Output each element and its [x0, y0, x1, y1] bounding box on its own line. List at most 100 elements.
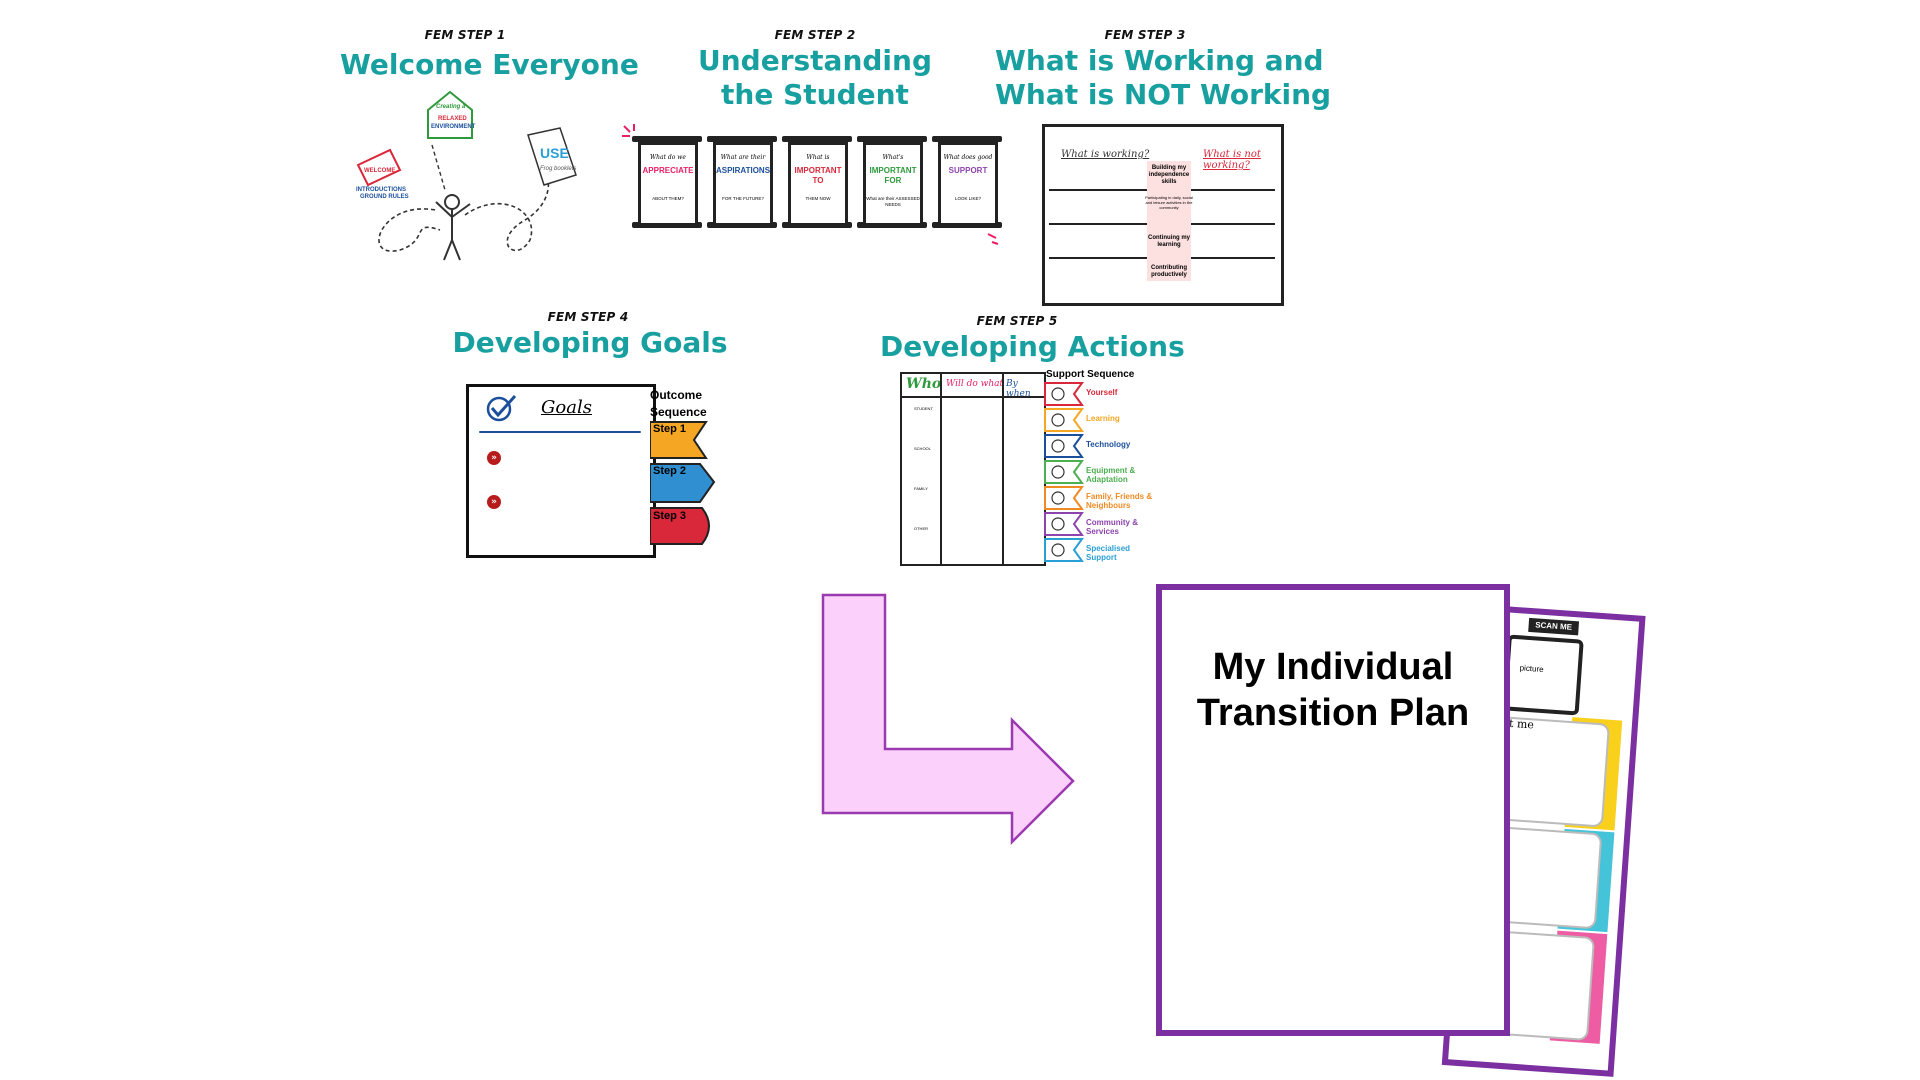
question-board: What do we APPRECIATE ABOUT THEM? — [632, 130, 702, 236]
goals-title: Goals — [541, 397, 592, 418]
board-bottom-text: THEM NOW — [805, 196, 831, 201]
sign-text-3: GROUND RULES — [360, 194, 409, 200]
step3-flag-label: Step 3 — [653, 510, 687, 522]
support-flag-icon — [1044, 460, 1084, 484]
l-arrow — [821, 593, 1075, 846]
booklet-text-2: Frog booklets — [540, 166, 576, 172]
support-flag-icon — [1044, 512, 1084, 536]
board-top-bar — [857, 136, 927, 142]
support-item: Family, Friends & Neighbours — [1044, 486, 1154, 510]
board-panel — [638, 142, 698, 226]
step5-title: Developing Actions — [880, 330, 1185, 363]
support-item: Technology — [1044, 434, 1154, 458]
support-flag-icon — [1044, 434, 1084, 458]
board-bottom-text: What are their ASSESSED NEEDS — [866, 196, 920, 207]
booklet-icon — [527, 127, 577, 186]
board-top-text: What is — [806, 154, 830, 161]
step1-title: Welcome Everyone — [340, 48, 639, 81]
plan-front-page: My Individual Transition Plan — [1156, 584, 1510, 1036]
support-item: Community & Services — [1044, 512, 1154, 536]
welcome-sign-icon — [356, 148, 402, 187]
sign-text-2: INTRODUCTIONS — [356, 187, 406, 193]
outcome-sequence-label: Outcome Sequence — [650, 388, 707, 419]
question-board: What does good SUPPORT LOOK LIKE? — [932, 130, 1002, 236]
board-panel — [938, 142, 998, 226]
support-label: Family, Friends & Neighbours — [1086, 492, 1153, 510]
step2-boards: What do we APPRECIATE ABOUT THEM? What are … — [622, 124, 1002, 245]
board-top-text: What are their — [720, 154, 766, 161]
support-label: Equipment & Adaptation — [1086, 466, 1136, 484]
board-top-bar — [782, 136, 852, 142]
support-item: Specialised Support — [1044, 538, 1154, 562]
support-list: Yourself Learning Technology Equipment & Ad… — [1044, 382, 1154, 562]
working-header: What is working? — [1061, 149, 1150, 160]
board-top-bar — [707, 136, 777, 142]
support-flag-icon — [1044, 486, 1084, 510]
step3-board: What is working? What is not working? Bu… — [1042, 124, 1284, 306]
board-panel — [863, 142, 923, 226]
support-flag-icon — [1044, 538, 1084, 562]
plan-title-line1: My Individual — [1212, 646, 1454, 688]
qr-frame — [1502, 634, 1584, 716]
scan-me-badge: SCAN ME — [1528, 617, 1580, 636]
by-when-header: By when — [1006, 379, 1031, 399]
board-main-text: IMPORTANT FOR — [869, 166, 917, 185]
row-student: STUDENT — [914, 406, 933, 411]
support-item: Yourself — [1044, 382, 1154, 406]
step4-title: Developing Goals — [452, 326, 728, 359]
outcome-2: Participating in daily, social and leisu… — [1145, 195, 1193, 210]
step3-label: FEM STEP 3 — [1104, 28, 1186, 42]
board-top-bar — [632, 136, 702, 142]
step3-title-line1: What is Working and — [995, 44, 1324, 77]
sign-text-1: WELCOME — [364, 168, 395, 174]
board-bottom-text: FOR THE FUTURE? — [722, 196, 764, 201]
person-icon — [435, 194, 471, 261]
board-panel — [713, 142, 773, 226]
outcome-4: Contributing productively — [1151, 265, 1187, 278]
sparkle-left-icon — [622, 124, 635, 137]
row-family: FAMILY — [914, 486, 928, 491]
col-rule-1 — [940, 374, 942, 564]
house-text-2: RELAXED — [438, 116, 467, 122]
question-board: What's IMPORTANT FOR What are their ASSESS… — [857, 130, 927, 236]
bullet-1-icon: » — [487, 451, 501, 465]
outcome-1: Building my independence skills — [1148, 165, 1190, 185]
support-flag-icon — [1044, 382, 1084, 406]
support-sequence-title: Support Sequence — [1046, 369, 1135, 380]
booklet-text-1: USE — [540, 145, 569, 161]
support-label: Learning — [1086, 414, 1120, 423]
actions-table: Who Will do what By when STUDENT SCHOOL … — [900, 372, 1046, 566]
house-text-3: ENVIRONMENT — [431, 124, 476, 130]
plan-title-line2: Transition Plan — [1196, 692, 1470, 734]
not-working-header: What is not working? — [1203, 149, 1261, 171]
step2-flag-label: Step 2 — [653, 465, 687, 477]
header-rule — [902, 396, 1044, 398]
board-bottom-text: ABOUT THEM? — [652, 196, 684, 201]
support-item: Learning — [1044, 408, 1154, 432]
board-top-bar — [932, 136, 1002, 142]
board-panel — [788, 142, 848, 226]
board-top-text: What do we — [650, 154, 686, 161]
support-label: Technology — [1086, 440, 1131, 449]
bullet-2-icon: » — [487, 495, 501, 509]
step1-flag-label: Step 1 — [653, 423, 687, 435]
board-top-text: What does good — [943, 154, 993, 161]
question-board: What are their ASPIRATIONS FOR THE FUTURE? — [707, 130, 777, 236]
col-rule-2 — [1002, 374, 1004, 564]
boards-row: What do we APPRECIATE ABOUT THEM? What are … — [632, 130, 1002, 236]
step4-label: FEM STEP 4 — [547, 310, 629, 324]
picture-label: picture — [1519, 663, 1544, 675]
outcome-3: Continuing my learning — [1148, 235, 1190, 248]
support-item: Equipment & Adaptation — [1044, 460, 1154, 484]
step5-label: FEM STEP 5 — [976, 314, 1058, 328]
step2-title-line1: Understanding — [697, 44, 932, 77]
row-school: SCHOOL — [914, 446, 931, 451]
board-main-text: APPRECIATE — [642, 166, 694, 175]
step3-flag — [650, 507, 710, 545]
step2-title-line2: the Student — [721, 78, 909, 111]
board-main-text: SUPPORT — [948, 166, 988, 175]
step1-flag — [650, 421, 708, 459]
goals-underline — [479, 431, 641, 433]
outcomes-column — [1147, 161, 1191, 281]
step2-label: FEM STEP 2 — [774, 28, 856, 42]
